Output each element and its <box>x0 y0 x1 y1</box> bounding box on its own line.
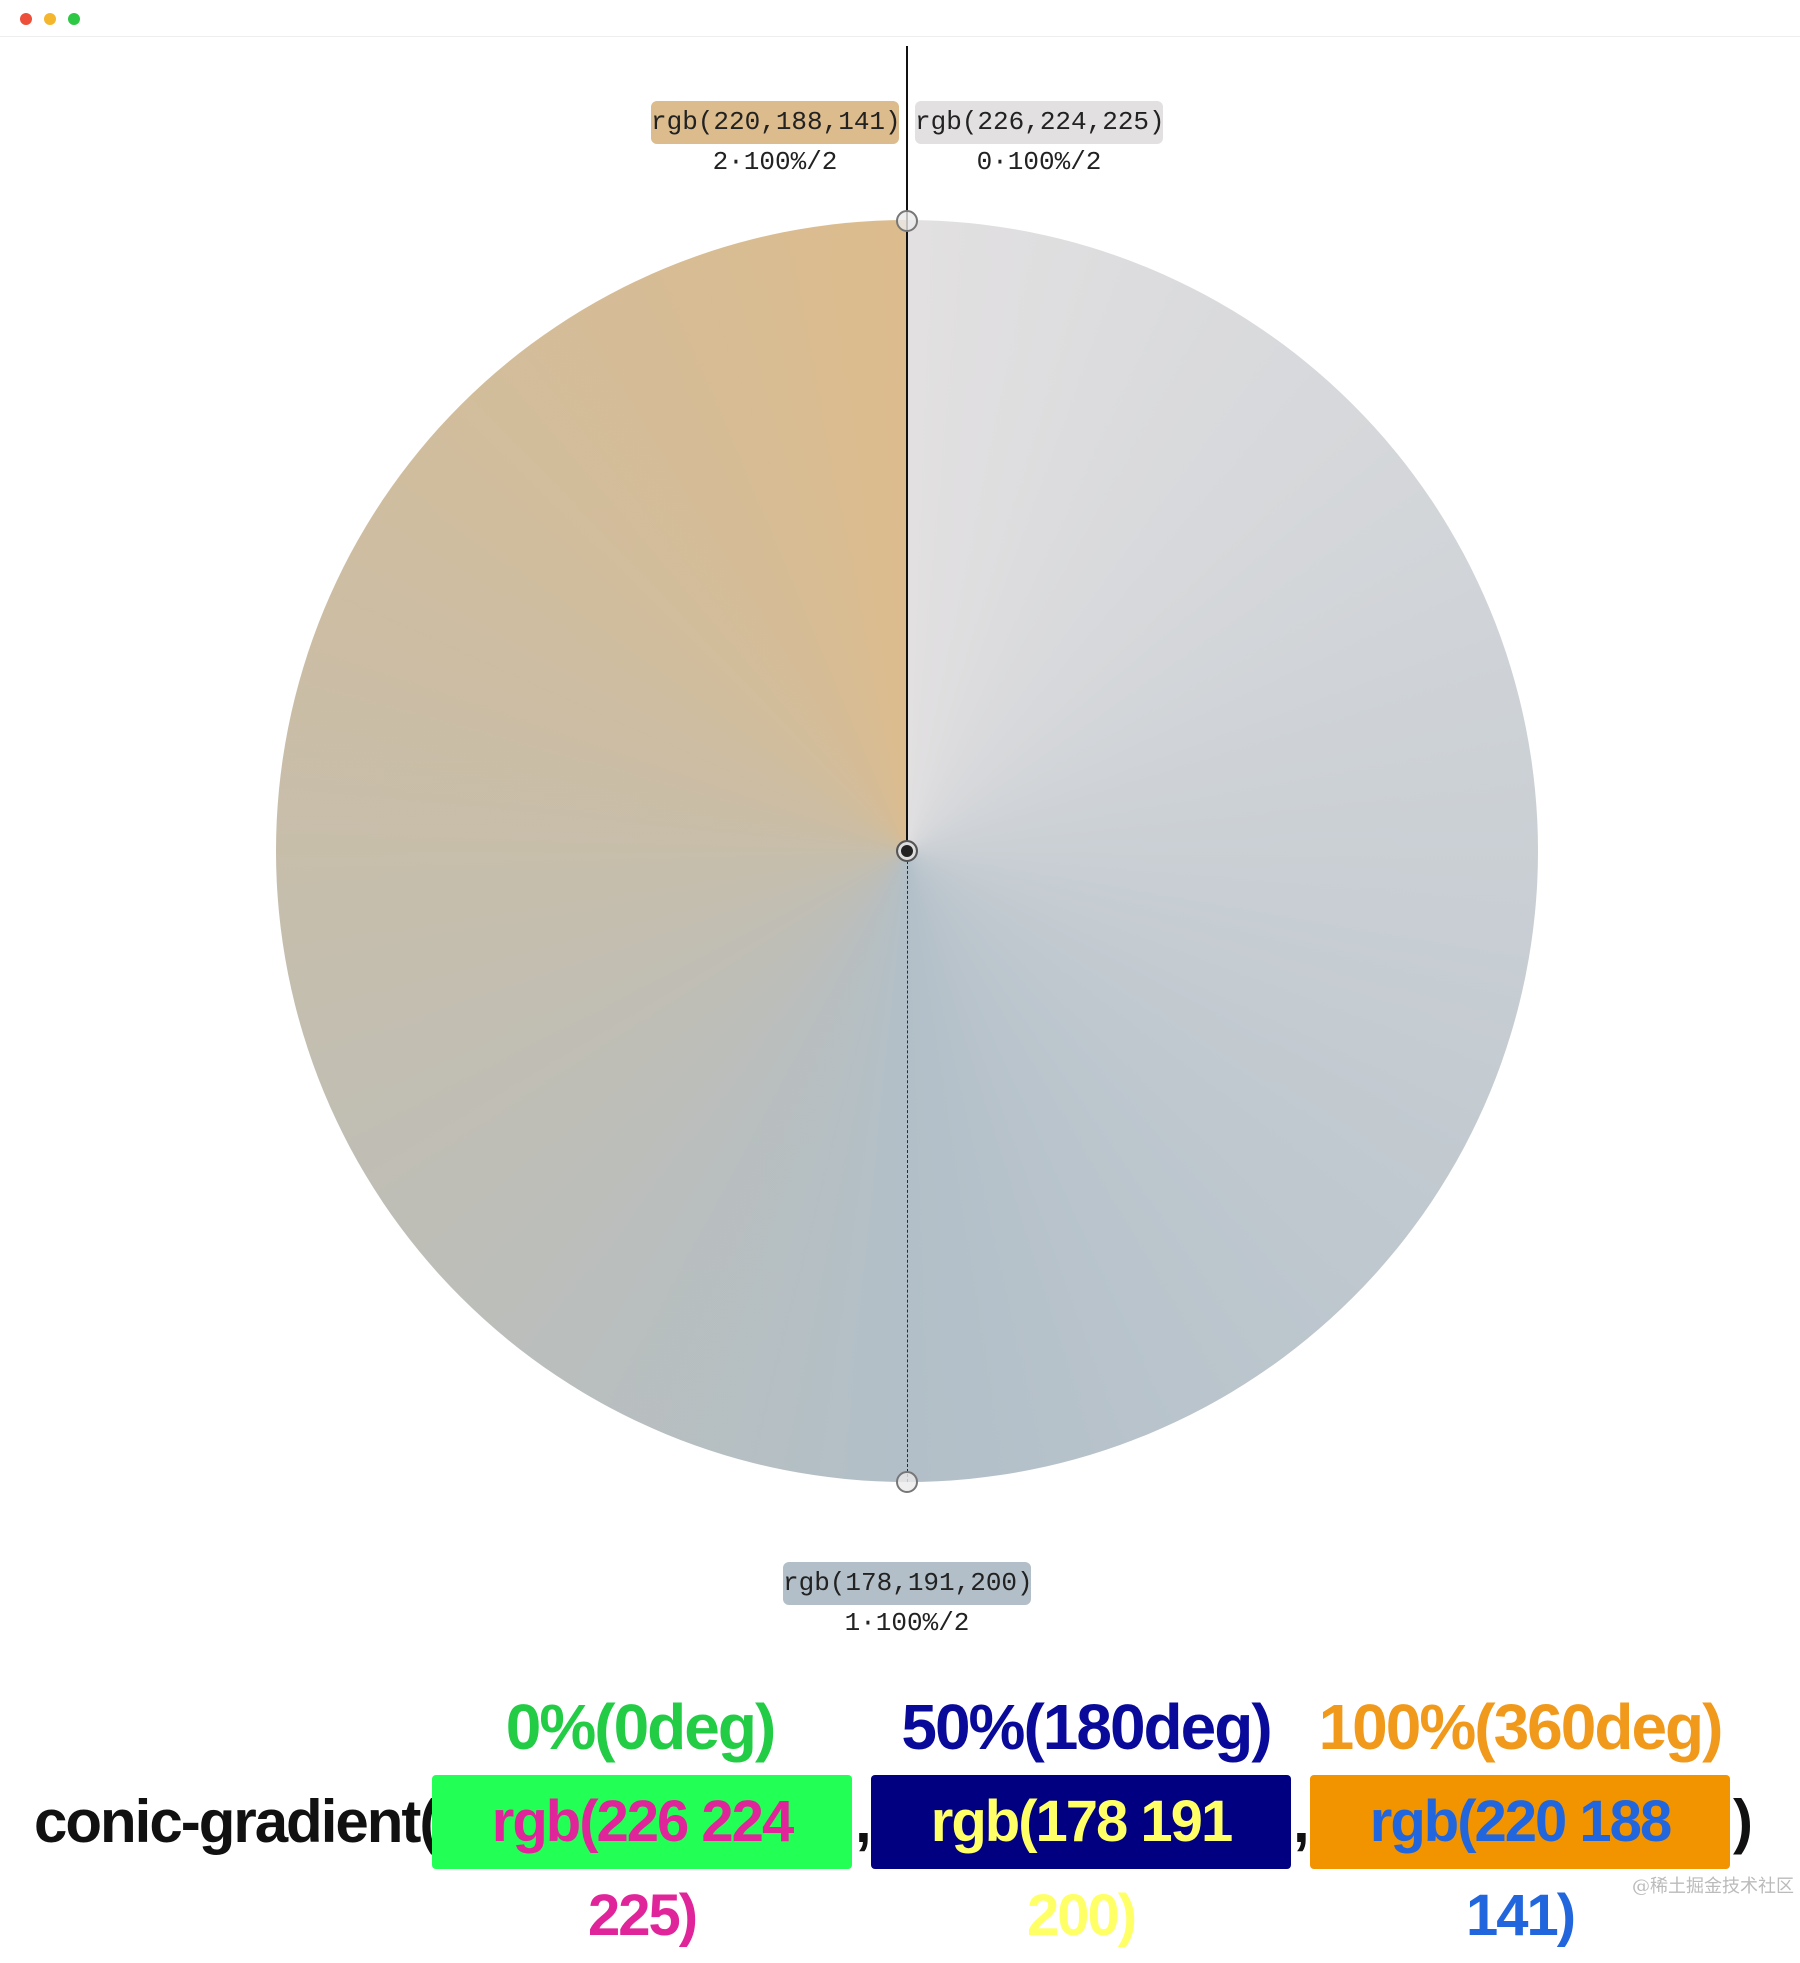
start-line <box>906 46 908 851</box>
label: rgb(226,224,225) 0·100%/2 <box>915 101 1165 180</box>
center-point <box>896 840 918 862</box>
half-line <box>907 851 908 1482</box>
label: rgb(178,191,200) 1·100%/2 <box>783 1562 1033 1641</box>
watermark: @稀土掘金技术社区 <box>1632 1876 1794 1897</box>
color-label: rgb(178,191,200) <box>783 1562 1033 1605</box>
bottom-point <box>896 1471 918 1493</box>
label: rgb(220,188,141) 2·100%/2 <box>651 101 901 180</box>
color-label: rgb(220,188,141) <box>651 101 901 144</box>
top-point <box>896 210 918 232</box>
position-label: 2·100%/2 <box>712 147 838 177</box>
title-bar-border <box>0 36 1800 37</box>
screen: rgb(220,188,141) 2·100%/2 rgb(226,224,22… <box>0 13 1800 1948</box>
page: conic-gradient {"labels": [ {"color_text… <box>0 13 1800 1948</box>
code-suffix: ) <box>1733 1788 1753 1855</box>
min-dot <box>44 13 56 25</box>
code-separator: , <box>1293 1788 1310 1855</box>
close-dot <box>20 13 32 25</box>
code-stop: rgb(178 191 200) <box>871 1775 1291 1948</box>
stop-heading: 50%(180deg) <box>901 1691 1272 1763</box>
code-prefix: conic-gradient( <box>34 1788 439 1855</box>
code-stop: rgb(226 224 225) <box>432 1775 852 1948</box>
stop-heading: 100%(360deg) <box>1318 1691 1724 1763</box>
code-separator: , <box>855 1788 872 1855</box>
position-label: 0·100%/2 <box>976 147 1102 177</box>
stop-heading: 0%(0deg) <box>505 1691 777 1763</box>
position-label: 1·100%/2 <box>844 1608 970 1638</box>
max-dot <box>68 13 80 25</box>
code-stop: rgb(220 188 141) <box>1310 1775 1730 1948</box>
color-label: rgb(226,224,225) <box>915 101 1165 144</box>
